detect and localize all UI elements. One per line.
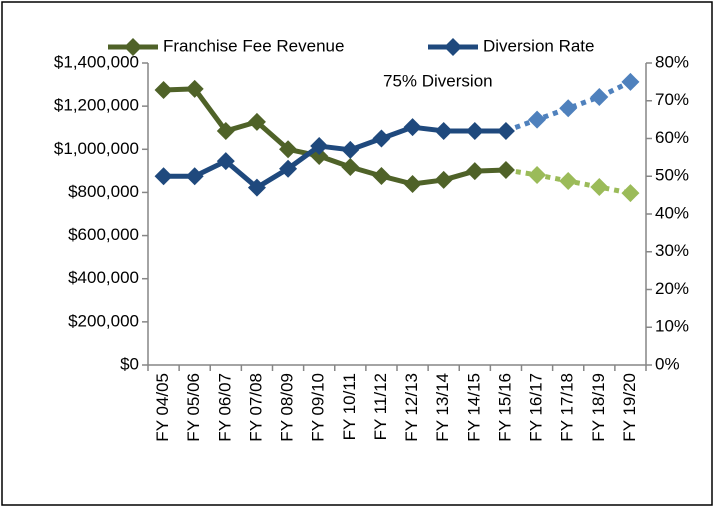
- projected-marker: [590, 178, 609, 197]
- x-tick-label: FY 10/11: [340, 373, 359, 440]
- x-tick-label: FY 07/08: [246, 373, 265, 442]
- marker: [185, 167, 204, 186]
- x-tick-label: FY 09/10: [309, 373, 328, 442]
- legend-label: Diversion Rate: [483, 36, 595, 55]
- x-tick-label: FY 05/06: [184, 373, 203, 442]
- y-tick-label: $1,200,000: [54, 96, 139, 115]
- x-tick-label: FY 17/18: [558, 373, 577, 442]
- marker: [247, 112, 266, 131]
- legend-label: Franchise Fee Revenue: [163, 36, 344, 55]
- x-tick-label: FY 11/12: [371, 373, 390, 440]
- y2-tick-label: 50%: [655, 166, 689, 185]
- x-tick-label: FY 13/14: [433, 373, 452, 442]
- projected-marker: [528, 110, 547, 129]
- y-tick-label: $200,000: [68, 311, 139, 330]
- y-tick-label: $400,000: [68, 268, 139, 287]
- y-tick-label: $1,000,000: [54, 139, 139, 158]
- x-tick-label: FY 15/16: [495, 373, 514, 442]
- projected-line: [505, 79, 632, 134]
- projected-marker: [559, 99, 578, 118]
- x-tick-label: FY 12/13: [402, 373, 421, 442]
- marker: [496, 160, 515, 179]
- y2-tick-label: 80%: [655, 52, 689, 71]
- projected-marker: [621, 184, 640, 203]
- y2-tick-label: 70%: [655, 90, 689, 109]
- y-tick-label: $1,400,000: [54, 52, 139, 71]
- marker: [434, 170, 453, 189]
- x-tick-label: FY 08/09: [278, 373, 297, 442]
- x-tick-label: FY 06/07: [215, 373, 234, 442]
- y-tick-label: $0: [120, 354, 139, 373]
- marker: [216, 152, 235, 171]
- marker: [341, 140, 360, 159]
- marker: [247, 178, 266, 197]
- legend-marker: [124, 38, 142, 56]
- x-tick-label: FY 16/17: [527, 373, 546, 442]
- projected-marker: [559, 171, 578, 190]
- marker: [279, 159, 298, 178]
- marker: [496, 121, 515, 140]
- projected-marker: [621, 72, 640, 91]
- y2-tick-label: 20%: [655, 279, 689, 298]
- marker: [154, 167, 173, 186]
- marker: [216, 121, 235, 140]
- legend-marker: [444, 38, 462, 56]
- marker: [372, 129, 391, 148]
- x-tick-label: FY 04/05: [153, 373, 172, 442]
- marker: [465, 162, 484, 181]
- marker: [279, 140, 298, 159]
- projected-marker: [528, 165, 547, 184]
- marker: [403, 118, 422, 137]
- marker: [310, 137, 329, 156]
- marker: [372, 167, 391, 186]
- annotation: 75% Diversion: [383, 71, 493, 90]
- y2-tick-label: 30%: [655, 241, 689, 260]
- marker: [185, 79, 204, 98]
- marker: [465, 121, 484, 140]
- y-tick-label: $600,000: [68, 225, 139, 244]
- y2-tick-label: 40%: [655, 203, 689, 222]
- projected-marker: [590, 87, 609, 106]
- marker: [403, 175, 422, 194]
- x-tick-label: FY 14/15: [464, 373, 483, 442]
- y2-tick-label: 10%: [655, 317, 689, 336]
- x-tick-label: FY 19/20: [620, 373, 639, 442]
- marker: [341, 157, 360, 176]
- x-tick-label: FY 18/19: [589, 373, 608, 442]
- marker: [434, 121, 453, 140]
- y2-tick-label: 60%: [655, 128, 689, 147]
- y2-tick-label: 0%: [655, 354, 680, 373]
- marker: [154, 80, 173, 99]
- y-tick-label: $800,000: [68, 182, 139, 201]
